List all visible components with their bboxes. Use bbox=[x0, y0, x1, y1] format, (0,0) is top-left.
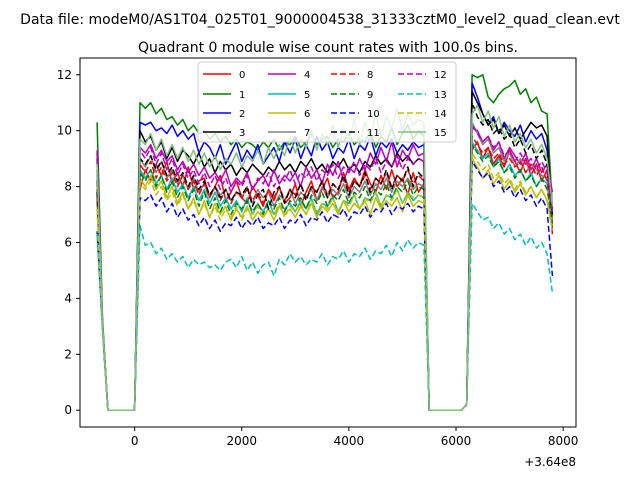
legend-label-15: 15 bbox=[434, 128, 447, 139]
chart-title: Quadrant 0 module wise count rates with … bbox=[138, 40, 518, 56]
series-line-5 bbox=[96, 141, 554, 411]
legend-label-3: 3 bbox=[239, 128, 245, 139]
x-tick-label: 4000 bbox=[334, 434, 365, 448]
legend-label-14: 14 bbox=[434, 109, 447, 120]
series-line-9 bbox=[96, 143, 554, 411]
series-line-2 bbox=[96, 82, 554, 411]
legend-label-1: 1 bbox=[239, 90, 245, 101]
plot-area bbox=[79, 57, 577, 428]
series-line-8 bbox=[96, 135, 554, 411]
y-tick-label: 12 bbox=[57, 68, 72, 82]
series-line-10 bbox=[96, 160, 554, 411]
x-offset-label: +3.64e8 bbox=[524, 455, 576, 469]
x-axis: 0 2000 4000 6000 8000 bbox=[131, 427, 579, 448]
series-line-13 bbox=[96, 202, 554, 411]
series-line-14 bbox=[96, 152, 554, 411]
legend-label-4: 4 bbox=[304, 70, 310, 81]
legend-box bbox=[197, 61, 457, 143]
legend-label-9: 9 bbox=[367, 90, 373, 101]
x-tick-label: 0 bbox=[131, 434, 139, 448]
series-line-7 bbox=[96, 121, 554, 411]
series-line-6 bbox=[96, 157, 554, 411]
series-line-11 bbox=[96, 101, 554, 411]
x-tick-label: 8000 bbox=[548, 434, 579, 448]
legend-label-7: 7 bbox=[304, 128, 310, 139]
legend-label-6: 6 bbox=[304, 109, 310, 120]
legend-label-5: 5 bbox=[304, 90, 310, 101]
x-tick-label: 2000 bbox=[226, 434, 257, 448]
legend-label-10: 10 bbox=[367, 109, 380, 120]
legend-label-12: 12 bbox=[434, 70, 447, 81]
y-tick-label: 2 bbox=[64, 347, 72, 361]
series-line-3 bbox=[96, 90, 554, 411]
legend-label-13: 13 bbox=[434, 90, 447, 101]
y-tick-label: 10 bbox=[57, 124, 72, 138]
legend-label-8: 8 bbox=[367, 70, 373, 81]
y-axis: 0 2 4 6 8 10 12 bbox=[57, 68, 80, 417]
y-tick-label: 8 bbox=[64, 180, 72, 194]
series-line-12 bbox=[96, 124, 554, 411]
x-tick-label: 6000 bbox=[441, 434, 472, 448]
legend-label-11: 11 bbox=[367, 128, 380, 139]
legend-label-2: 2 bbox=[239, 109, 245, 120]
legend-label-0: 0 bbox=[239, 70, 245, 81]
figure-suptitle: Data file: modeM0/AS1T04_025T01_90000045… bbox=[20, 12, 620, 28]
y-tick-label: 6 bbox=[64, 236, 72, 250]
y-tick-label: 4 bbox=[64, 291, 72, 305]
y-tick-label: 0 bbox=[64, 403, 72, 417]
